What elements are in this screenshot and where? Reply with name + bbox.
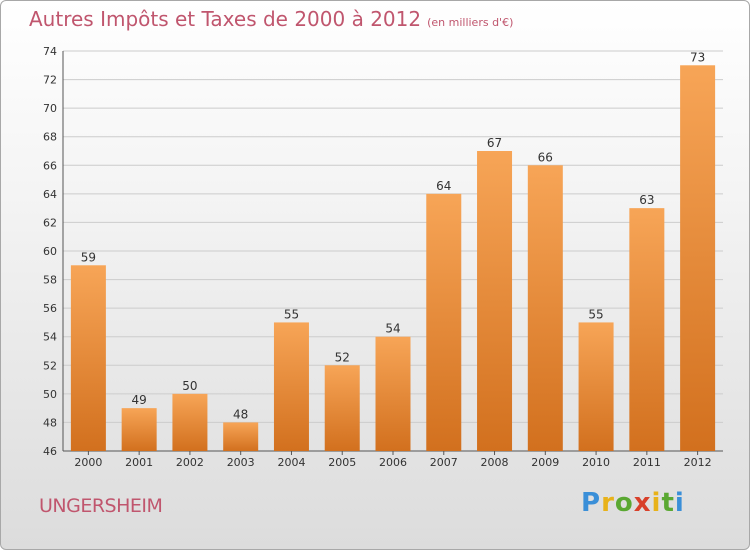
y-tick-label: 64	[43, 188, 57, 201]
chart-title-text: Autres Impôts et Taxes de 2000 à 2012	[29, 7, 422, 31]
data-label: 73	[690, 50, 705, 64]
data-label: 52	[335, 350, 350, 364]
y-tick-label: 50	[43, 388, 57, 401]
logo-letter: o	[614, 488, 634, 518]
y-tick-label: 48	[43, 416, 57, 429]
x-tick-label: 2004	[277, 456, 305, 469]
x-tick-label: 2009	[531, 456, 559, 469]
data-label: 48	[233, 407, 248, 421]
bar	[578, 322, 614, 451]
x-tick-label: 2006	[379, 456, 407, 469]
y-tick-label: 46	[43, 445, 57, 458]
bar	[273, 322, 309, 451]
bar	[223, 422, 259, 451]
bar	[121, 408, 157, 451]
x-tick-label: 2011	[633, 456, 661, 469]
bar	[629, 208, 665, 451]
data-label: 67	[487, 136, 502, 150]
x-tick-label: 2010	[582, 456, 610, 469]
data-label: 64	[436, 179, 451, 193]
y-tick-label: 68	[43, 131, 57, 144]
city-name: UNGERSHEIM	[39, 495, 163, 517]
chart-title: Autres Impôts et Taxes de 2000 à 2012 (en…	[29, 7, 513, 31]
data-label: 59	[81, 250, 96, 264]
bar	[680, 65, 716, 452]
y-tick-label: 66	[43, 159, 57, 172]
bar	[527, 165, 563, 452]
y-tick-label: 60	[43, 245, 57, 258]
x-tick-label: 2005	[328, 456, 356, 469]
data-label: 66	[538, 150, 553, 164]
data-label: 55	[284, 307, 299, 321]
y-tick-label: 74	[43, 45, 57, 58]
x-tick-label: 2001	[125, 456, 153, 469]
x-tick-label: 2003	[227, 456, 255, 469]
x-tick-label: 2012	[684, 456, 712, 469]
bar	[70, 265, 106, 451]
data-label: 55	[588, 307, 603, 321]
data-label: 63	[639, 193, 654, 207]
y-tick-label: 70	[43, 102, 57, 115]
y-tick-label: 52	[43, 359, 57, 372]
logo-letter: t	[661, 488, 675, 518]
chart-subtitle: (en milliers d'€)	[427, 16, 514, 29]
bar	[477, 151, 513, 451]
logo-letter: i	[674, 488, 685, 518]
y-tick-label: 72	[43, 74, 57, 87]
y-tick-label: 54	[43, 331, 57, 344]
bar	[426, 193, 462, 451]
logo-letter: P	[581, 488, 602, 518]
bar	[375, 336, 411, 451]
proxiti-logo: Proxiti	[581, 488, 685, 518]
bar	[172, 393, 208, 451]
logo-letter: r	[601, 488, 615, 518]
data-label: 49	[132, 393, 147, 407]
y-tick-label: 56	[43, 302, 57, 315]
x-tick-label: 2000	[74, 456, 102, 469]
data-label: 50	[182, 379, 197, 393]
logo-letter: x	[633, 488, 652, 518]
data-label: 54	[385, 322, 400, 336]
x-tick-label: 2002	[176, 456, 204, 469]
x-tick-label: 2007	[430, 456, 458, 469]
bar	[324, 365, 360, 451]
y-tick-label: 58	[43, 274, 57, 287]
logo-letter: i	[651, 488, 662, 518]
x-tick-label: 2008	[481, 456, 509, 469]
y-tick-label: 62	[43, 216, 57, 229]
